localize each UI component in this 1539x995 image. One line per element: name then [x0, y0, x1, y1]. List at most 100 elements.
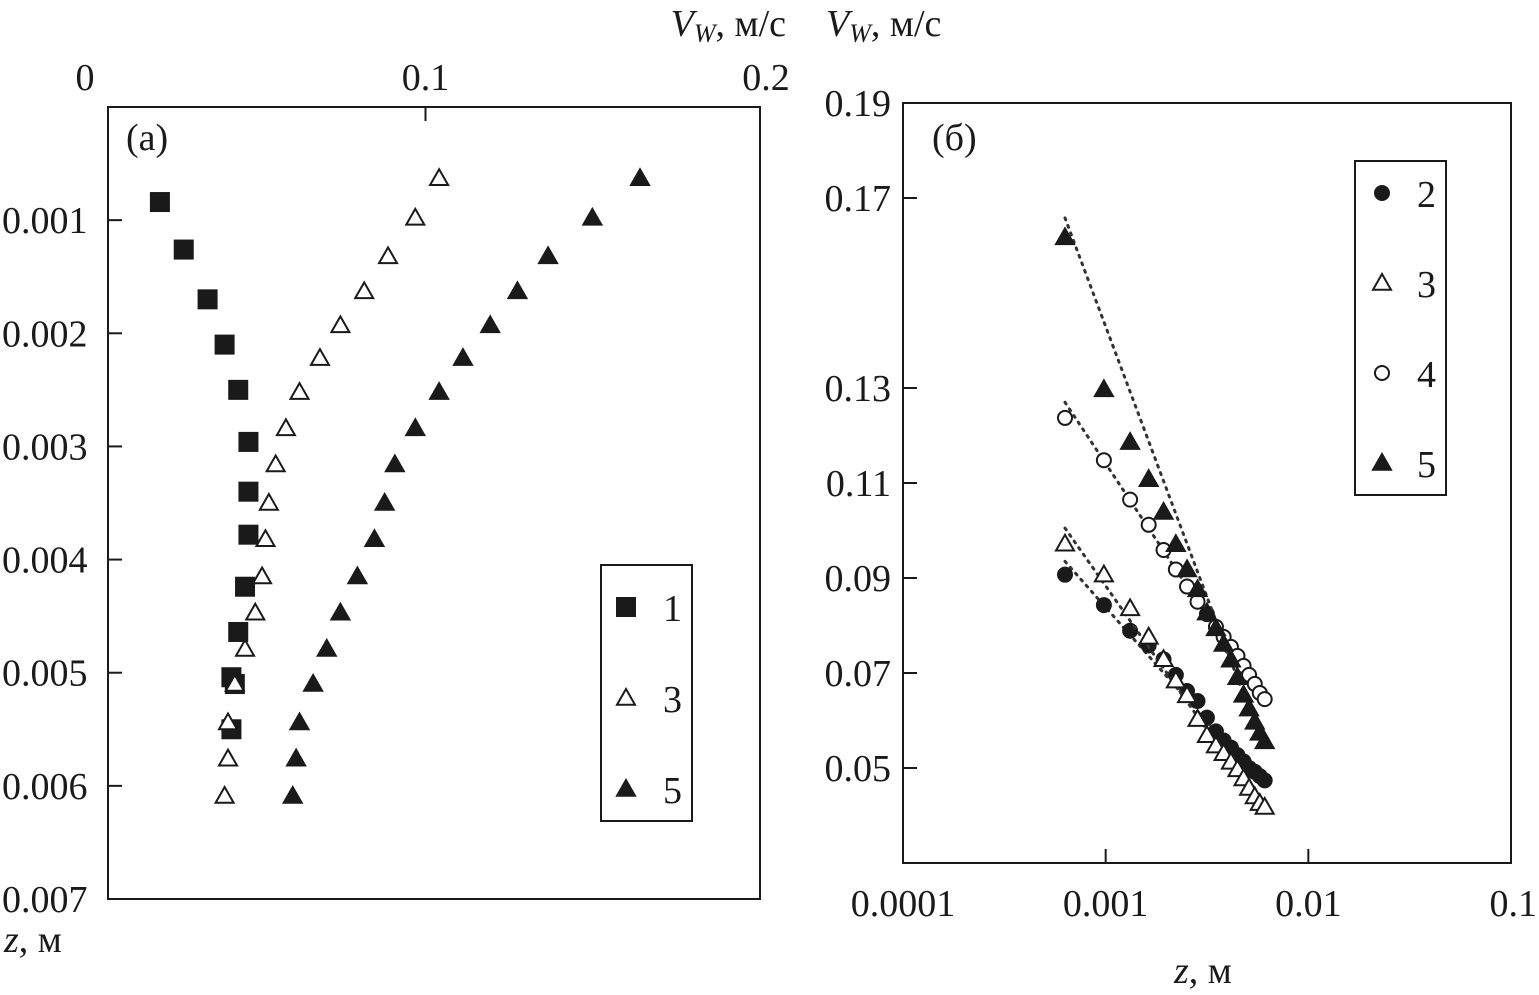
data-point [238, 481, 259, 502]
y-tick-label: 0.05 [825, 748, 892, 790]
data-point [353, 280, 375, 300]
legend-label: 3 [1417, 264, 1436, 306]
series-3 [1054, 526, 1276, 815]
y-tick-label: 0.006 [2, 766, 88, 808]
data-point [1056, 409, 1073, 426]
legend-label: 3 [663, 679, 682, 721]
data-point [228, 621, 249, 642]
data-point [285, 747, 307, 767]
data-point [377, 245, 399, 265]
data-point [309, 347, 331, 366]
data-point [238, 524, 259, 545]
data-point [1137, 625, 1160, 645]
y-tick-label: 0.13 [825, 368, 892, 410]
data-point [1152, 648, 1175, 667]
data-point [1137, 468, 1160, 487]
legend-label: 2 [1417, 174, 1436, 216]
legend-label: 5 [663, 770, 682, 812]
data-point [234, 637, 256, 657]
series-5 [281, 167, 651, 804]
data-point [1176, 684, 1198, 704]
data-point [288, 381, 311, 400]
trend-line [1063, 216, 1262, 741]
data-point [1122, 491, 1139, 508]
data-point [363, 528, 386, 547]
data-point [1095, 597, 1112, 614]
data-point [1054, 226, 1076, 246]
y-tick-label: 0.003 [2, 426, 88, 468]
x-tick-label: 0.2 [742, 57, 790, 99]
data-point [1186, 578, 1209, 598]
data-point [1186, 708, 1209, 727]
data-point [251, 565, 273, 585]
data-point [452, 347, 474, 366]
data-point [1095, 452, 1112, 469]
y-tick-label: 0.09 [825, 558, 892, 600]
series-2 [1056, 559, 1273, 789]
legend-label: 5 [1417, 444, 1436, 486]
x-tick-label: 0.0001 [851, 883, 956, 925]
panel-label: (б) [932, 117, 977, 159]
data-point [302, 673, 324, 692]
data-point [244, 601, 266, 621]
legend-marker [615, 777, 637, 797]
data-point [1238, 697, 1260, 717]
trend-line [1063, 559, 1262, 784]
data-point [1054, 532, 1076, 552]
data-point [428, 167, 450, 187]
data-point [264, 453, 287, 473]
data-point [281, 785, 304, 804]
data-point [197, 289, 218, 310]
y-axis-title: VW, м/с [826, 3, 941, 48]
data-point [217, 747, 239, 767]
y-tick-label: 0.11 [826, 463, 891, 505]
data-point [275, 417, 297, 437]
data-point [1196, 601, 1218, 621]
y-tick-label: 0.004 [2, 540, 88, 582]
panel-label: (a) [126, 117, 168, 159]
y-tick-label: 0.007 [2, 879, 88, 921]
data-point [235, 576, 256, 597]
data-point [238, 431, 259, 452]
data-point [1119, 597, 1141, 617]
data-point [1253, 730, 1276, 750]
data-point [214, 334, 235, 355]
legend-marker [1371, 271, 1393, 291]
data-point [537, 245, 559, 265]
legend-marker [616, 597, 636, 617]
x-axis-title: VW, м/с [671, 3, 786, 48]
legend-box [1354, 160, 1447, 496]
data-point [1220, 648, 1242, 668]
data-point [1165, 669, 1187, 689]
data-point [384, 453, 406, 473]
legend: 2 3 4 5 [1354, 160, 1447, 496]
y-tick-label: 0.005 [2, 653, 88, 695]
series-3 [213, 167, 450, 804]
legend-marker [615, 686, 637, 706]
legend-marker [1374, 365, 1390, 381]
series-1 [149, 192, 259, 740]
data-point [254, 528, 277, 547]
y-axis-title: z, м [3, 919, 62, 961]
x-tick-label: 0 [76, 57, 95, 99]
data-point [1253, 795, 1276, 815]
data-point [1165, 533, 1187, 553]
data-point [1205, 617, 1227, 637]
data-point [404, 417, 427, 437]
data-point [479, 314, 501, 334]
data-point [373, 491, 396, 511]
data-point [629, 167, 651, 187]
data-point [1119, 431, 1141, 450]
x-axis-title: z, м [1173, 950, 1232, 992]
series-5 [1054, 216, 1276, 750]
data-point [329, 314, 352, 334]
data-point [1176, 558, 1198, 578]
legend-marker [1371, 451, 1393, 471]
data-point [1256, 691, 1273, 708]
data-point [506, 280, 529, 300]
x-tick-label: 0.1 [1490, 883, 1538, 925]
data-point [1212, 633, 1235, 652]
data-point [217, 711, 239, 731]
data-point [224, 673, 246, 692]
